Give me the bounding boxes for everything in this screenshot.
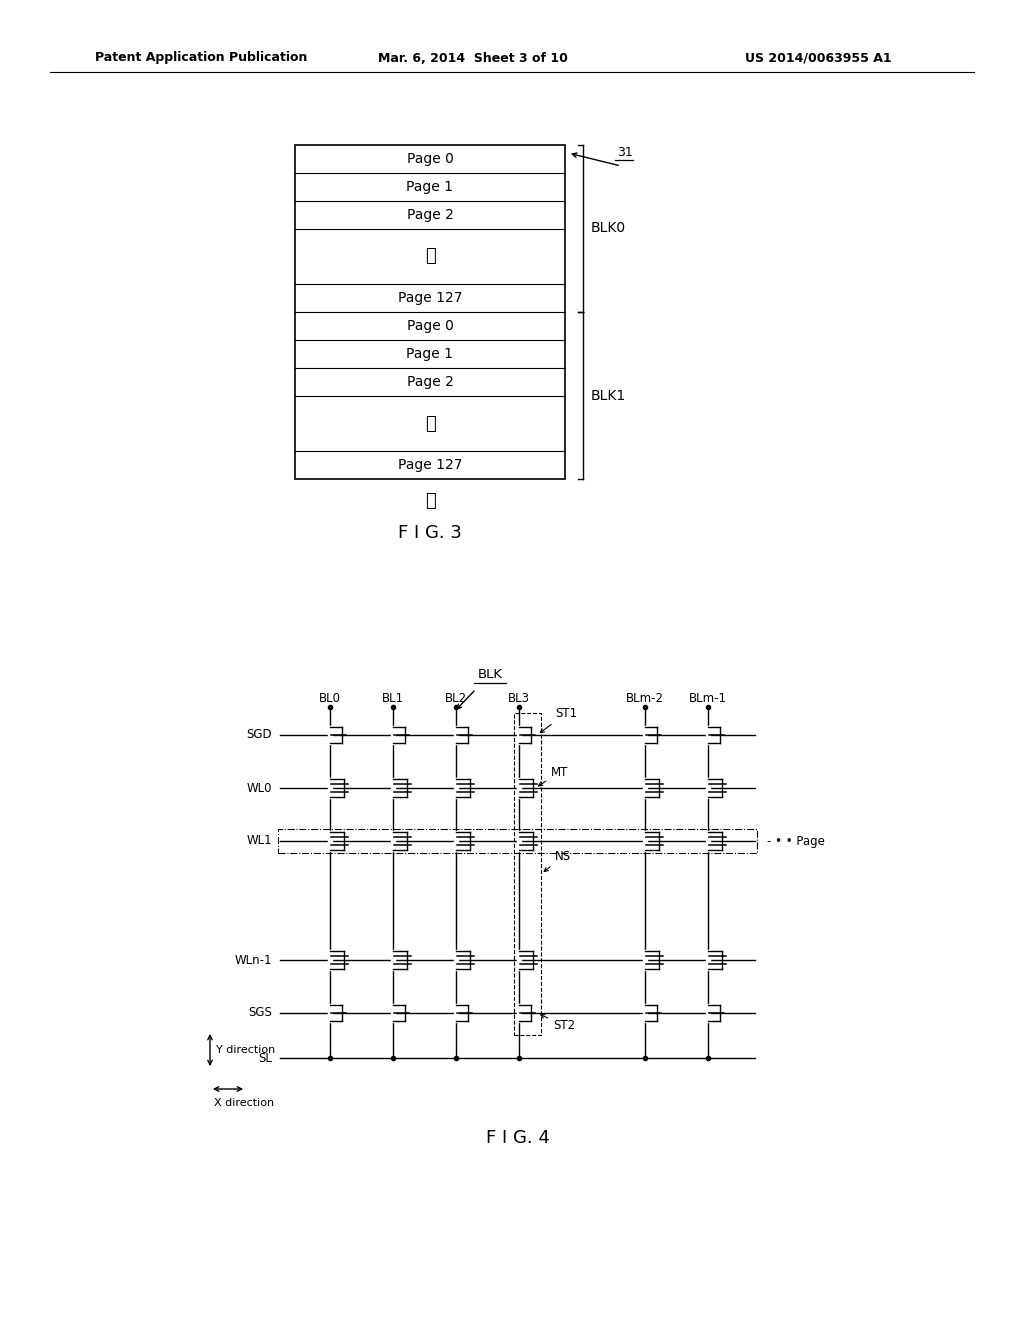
Text: WL0: WL0 <box>247 781 272 795</box>
Text: SL: SL <box>258 1052 272 1064</box>
Text: F I G. 3: F I G. 3 <box>398 524 462 543</box>
Text: Y direction: Y direction <box>216 1045 275 1055</box>
Bar <box>514 713 541 1035</box>
Text: Page 127: Page 127 <box>397 458 462 473</box>
Text: MT: MT <box>539 766 568 785</box>
Text: BL3: BL3 <box>508 692 530 705</box>
Text: US 2014/0063955 A1: US 2014/0063955 A1 <box>745 51 892 65</box>
Bar <box>295 145 565 479</box>
Text: SGD: SGD <box>247 729 272 742</box>
Text: F I G. 4: F I G. 4 <box>485 1129 550 1147</box>
Text: BLK1: BLK1 <box>591 388 627 403</box>
Text: Page 1: Page 1 <box>407 347 454 360</box>
Text: WLn-1: WLn-1 <box>234 953 272 966</box>
Text: - • • Page: - • • Page <box>767 834 825 847</box>
Bar <box>278 829 757 853</box>
Text: Page 0: Page 0 <box>407 152 454 166</box>
Text: ST1: ST1 <box>541 708 578 733</box>
Text: Page 127: Page 127 <box>397 290 462 305</box>
Text: ⋮: ⋮ <box>425 248 435 265</box>
Text: BL0: BL0 <box>319 692 341 705</box>
Text: BLK: BLK <box>477 668 503 681</box>
Text: WL1: WL1 <box>247 834 272 847</box>
Text: ⋮: ⋮ <box>425 414 435 433</box>
Text: BLm-2: BLm-2 <box>626 692 664 705</box>
Text: BLK0: BLK0 <box>591 222 626 235</box>
Text: Patent Application Publication: Patent Application Publication <box>95 51 307 65</box>
Text: NS: NS <box>544 850 571 871</box>
Text: BLm-1: BLm-1 <box>689 692 727 705</box>
Text: ST2: ST2 <box>541 1015 575 1032</box>
Text: Page 2: Page 2 <box>407 209 454 222</box>
Text: BL1: BL1 <box>382 692 404 705</box>
Text: SGS: SGS <box>248 1006 272 1019</box>
Text: Page 0: Page 0 <box>407 319 454 333</box>
Text: 31: 31 <box>617 147 633 160</box>
Text: ⋮: ⋮ <box>425 492 435 510</box>
Text: Page 2: Page 2 <box>407 375 454 389</box>
Text: X direction: X direction <box>214 1098 274 1107</box>
Text: Mar. 6, 2014  Sheet 3 of 10: Mar. 6, 2014 Sheet 3 of 10 <box>378 51 568 65</box>
Text: BL2: BL2 <box>445 692 467 705</box>
Text: Page 1: Page 1 <box>407 180 454 194</box>
